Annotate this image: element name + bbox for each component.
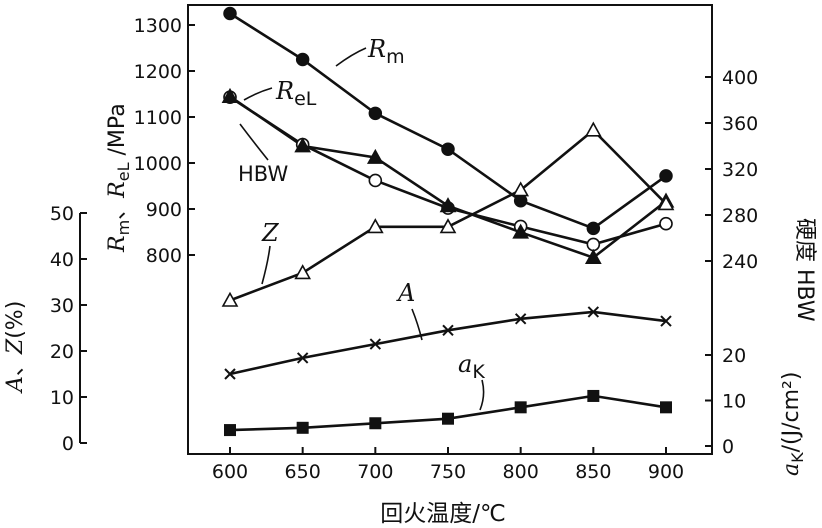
strength-tick-label: 1300 xyxy=(134,15,182,37)
data-point xyxy=(221,291,239,307)
data-point xyxy=(659,216,673,231)
series-line-a xyxy=(229,310,667,376)
x-tick-label: 600 xyxy=(212,461,248,483)
strength-tick-label: 900 xyxy=(146,199,182,221)
axis-ticks xyxy=(79,24,712,454)
leader-rm xyxy=(335,47,367,67)
leader-a xyxy=(411,308,423,341)
plasticity-tick-label: 30 xyxy=(50,295,74,317)
data-point xyxy=(439,218,457,234)
plasticity-tick-label: 50 xyxy=(50,203,74,225)
data-point xyxy=(660,401,672,414)
data-point xyxy=(368,173,383,188)
series-label-z: Z xyxy=(261,219,280,247)
data-point xyxy=(659,169,673,183)
data-point xyxy=(368,106,383,121)
strength-tick-label: 1200 xyxy=(134,61,182,83)
impact-tick-label: 10 xyxy=(722,391,746,413)
data-point xyxy=(223,6,237,21)
data-point xyxy=(439,197,457,213)
plasticity-tick-label: 40 xyxy=(50,249,74,271)
series-line-hbw xyxy=(229,95,667,260)
data-point xyxy=(296,421,309,434)
x-tick-label: 900 xyxy=(648,461,684,483)
leader-ak xyxy=(479,379,485,411)
data-point xyxy=(512,181,530,197)
leader-hbw xyxy=(239,123,269,161)
data-point xyxy=(512,223,530,239)
hardness-tick-label: 280 xyxy=(722,205,758,227)
plasticity-axis-label: A、Z(%) xyxy=(3,301,28,394)
plasticity-tick-label: 10 xyxy=(50,387,74,409)
impact-tick-label: 0 xyxy=(722,436,734,458)
impact-tick-label: 20 xyxy=(722,345,746,367)
data-point xyxy=(294,264,312,280)
data-point xyxy=(584,248,602,264)
data-point xyxy=(221,87,239,103)
data-point xyxy=(586,221,601,236)
series-line-rm xyxy=(229,12,667,230)
series-label-hbw: HBW xyxy=(238,162,288,186)
data-point xyxy=(660,315,672,327)
data-point xyxy=(514,313,527,325)
data-point xyxy=(587,389,600,402)
hardness-tick-label: 320 xyxy=(722,159,758,181)
impact-axis-label: aK/(J/cm²) xyxy=(779,372,807,476)
x-tick-label: 850 xyxy=(575,461,611,483)
data-point xyxy=(366,148,384,164)
data-point xyxy=(224,368,236,380)
x-tick-label: 650 xyxy=(285,461,321,483)
leader-rel xyxy=(243,87,273,101)
data-point xyxy=(441,142,455,156)
data-point xyxy=(587,306,600,318)
leader-z xyxy=(261,245,271,285)
plasticity-tick-label: 20 xyxy=(50,341,74,363)
data-point xyxy=(442,324,454,337)
x-tick-label: 800 xyxy=(503,461,539,483)
strength-axis-label: Rm、ReL /MPa xyxy=(105,103,133,253)
x-tick-label: 750 xyxy=(430,461,466,483)
series-label-rel: ReL xyxy=(275,77,317,110)
hardness-tick-label: 240 xyxy=(722,251,758,273)
series-label-a: A xyxy=(396,279,415,307)
data-point xyxy=(295,52,310,67)
data-point xyxy=(514,401,527,414)
series-label-rm: Rm xyxy=(367,35,405,68)
strength-tick-label: 1100 xyxy=(134,107,182,129)
data-point xyxy=(369,417,382,430)
data-point xyxy=(584,121,602,137)
strength-tick-label: 1000 xyxy=(134,153,182,175)
data-point xyxy=(294,137,312,153)
data-point xyxy=(366,218,384,234)
series-label-ak: aK xyxy=(458,350,485,383)
data-point xyxy=(369,338,382,350)
hardness-axis-label: 硬度 HBW xyxy=(792,218,817,322)
hardness-tick-label: 400 xyxy=(722,67,758,89)
data-point xyxy=(586,237,601,252)
strength-tick-label: 800 xyxy=(146,245,182,267)
data-point xyxy=(513,193,528,208)
label-leaders xyxy=(239,47,485,411)
x-axis-label: 回火温度/℃ xyxy=(380,501,506,527)
plasticity-tick-label: 0 xyxy=(62,433,74,455)
data-point xyxy=(224,424,236,437)
data-point xyxy=(657,195,675,211)
markers xyxy=(221,6,675,437)
hardness-tick-label: 360 xyxy=(722,113,758,135)
chart-frame xyxy=(187,4,713,455)
data-point xyxy=(442,412,454,425)
x-tick-label: 700 xyxy=(357,461,393,483)
data-point xyxy=(296,352,309,364)
tick-labels: 600 650 700 750 800 850 9008009001000110012001… xyxy=(50,15,758,483)
